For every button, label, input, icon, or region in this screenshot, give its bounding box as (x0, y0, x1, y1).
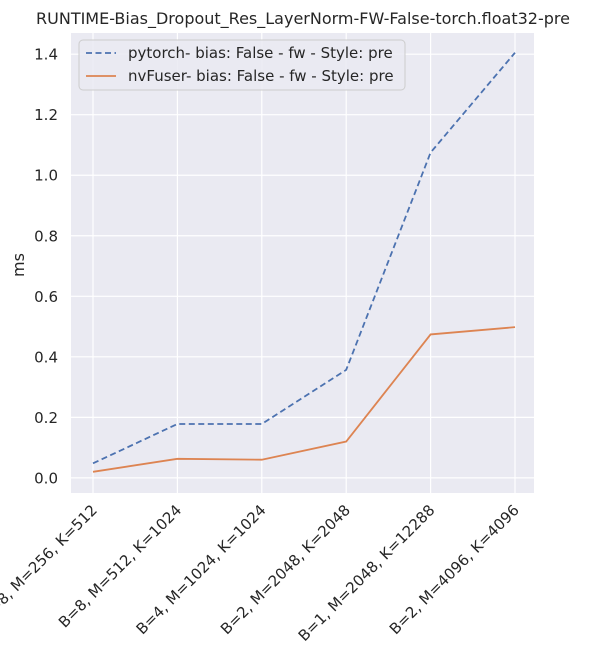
y-tick-label: 0.4 (34, 348, 58, 366)
y-tick-label: 0.8 (34, 227, 58, 245)
y-tick-label: 0.2 (34, 409, 58, 427)
y-tick-label: 1.0 (34, 167, 58, 185)
y-tick-label: 0.6 (34, 288, 58, 306)
y-tick-label: 1.4 (34, 46, 58, 64)
x-tick-label: B=1, M=2048, K=12288 (295, 501, 439, 645)
plot-area (71, 33, 534, 493)
legend: pytorch- bias: False - fw - Style: pre nv… (78, 39, 406, 91)
y-tick-label: 1.2 (34, 106, 58, 124)
series-line-nvfuser (92, 326, 516, 473)
legend-label: nvFuser- bias: False - fw - Style: pre (128, 67, 394, 85)
y-axis-label: ms (9, 253, 28, 277)
chart-title: RUNTIME-Bias_Dropout_Res_LayerNorm-FW-Fa… (36, 9, 570, 29)
legend-label: pytorch- bias: False - fw - Style: pre (128, 44, 393, 62)
legend-frame (78, 39, 406, 91)
series-line-pytorch (92, 52, 516, 465)
y-tick-label: 0.0 (34, 469, 58, 487)
